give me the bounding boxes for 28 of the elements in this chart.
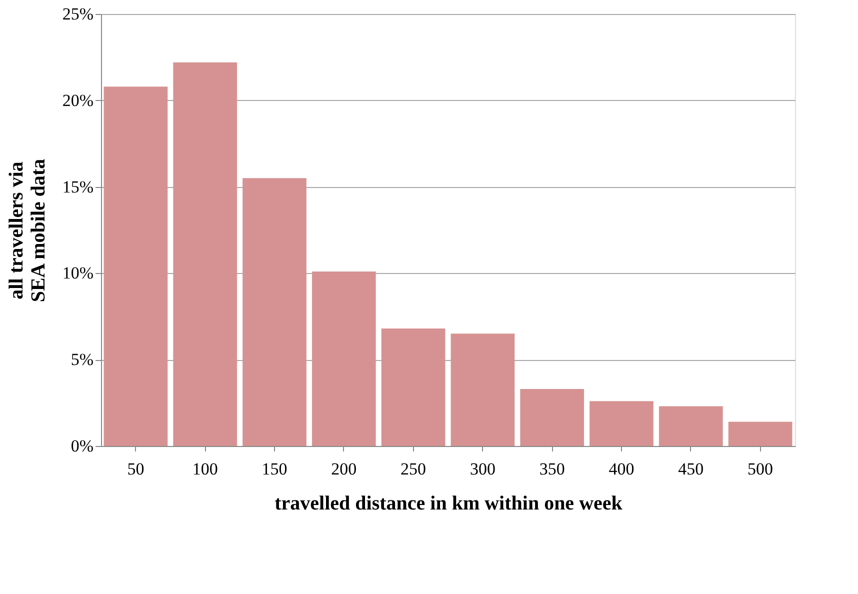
- bar: [658, 406, 723, 446]
- x-tick-label: 50: [127, 460, 144, 478]
- bar: [242, 178, 306, 446]
- y-tick-label: 5%: [70, 350, 94, 370]
- y-axis-title: all travellers via SEA mobile data: [5, 158, 50, 302]
- bar: [104, 86, 168, 446]
- y-tick-label: 15%: [62, 177, 94, 196]
- y-tick-label: 25%: [62, 4, 94, 24]
- y-tick-label: 10%: [62, 264, 94, 283]
- x-tick-label: 250: [400, 460, 426, 478]
- x-axis-title: travelled distance in km within one week: [274, 492, 624, 514]
- x-tick-label: 350: [539, 460, 565, 478]
- bar: [173, 62, 238, 446]
- bar: [450, 334, 515, 446]
- x-tick-label: 300: [470, 460, 496, 478]
- bar: [520, 388, 584, 446]
- y-tick-label: 0%: [70, 436, 94, 456]
- x-tick-label: 450: [678, 460, 704, 478]
- x-tick-label: 500: [748, 460, 774, 478]
- bar: [312, 271, 376, 446]
- bar: [728, 422, 792, 446]
- x-tick-label: 150: [262, 460, 288, 478]
- bar: [590, 401, 654, 446]
- bar: [381, 328, 446, 446]
- x-tick-label: 400: [608, 460, 634, 478]
- y-tick-label: 20%: [62, 90, 94, 110]
- x-tick-label: 200: [331, 460, 357, 478]
- x-tick-label: 100: [192, 460, 218, 478]
